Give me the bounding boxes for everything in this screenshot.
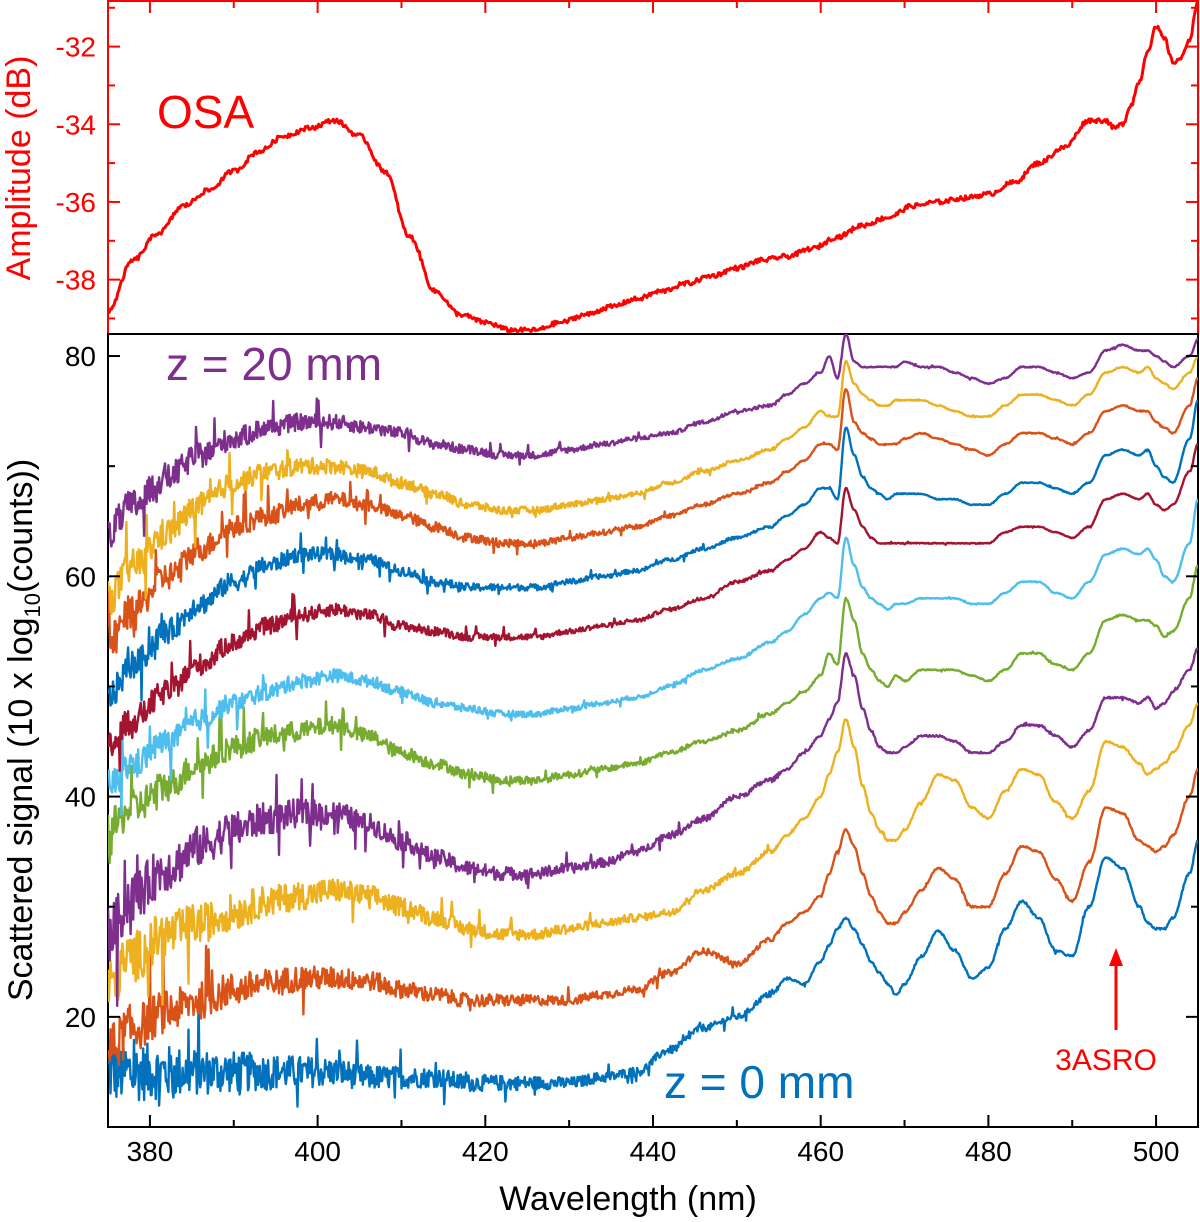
top-panel-x-ticks xyxy=(148,1,1158,13)
scattered-series-group xyxy=(108,334,1198,1108)
series-line-z-10-mm xyxy=(108,498,1198,817)
x-tick-label: 420 xyxy=(462,1136,509,1167)
y-axis-ticks: 20 40 60 80 xyxy=(65,341,1198,1033)
osa-series-group xyxy=(108,0,1198,334)
y-axis-title-part-1: Scattered signal (10 x log xyxy=(2,617,40,1001)
series-line-z-6-mm xyxy=(108,646,1198,1008)
x-axis-ticks: 380 400 420 440 460 480 500 xyxy=(127,1115,1180,1167)
y-tick-label: 80 xyxy=(65,341,96,372)
x-tick-label: 380 xyxy=(127,1136,174,1167)
series-line-z-2-mm xyxy=(108,767,1198,1067)
series-line-z-12-mm xyxy=(108,442,1198,772)
x-tick-label: 500 xyxy=(1133,1136,1180,1167)
series-line-z-20-mm xyxy=(108,334,1198,548)
series-line-z-0-mm xyxy=(108,839,1198,1108)
top-y-tick-label: -38 xyxy=(56,265,96,296)
x-tick-label: 400 xyxy=(294,1136,341,1167)
x-tick-label: 460 xyxy=(797,1136,844,1167)
y-tick-label: 40 xyxy=(65,782,96,813)
3asro-annotation: 3ASRO xyxy=(1055,948,1157,1077)
series-line-z-8-mm xyxy=(108,564,1198,865)
x-tick-label: 480 xyxy=(965,1136,1012,1167)
top-y-tick-label: -34 xyxy=(56,109,96,140)
osa-label: OSA xyxy=(157,86,254,138)
x-axis-title: Wavelength (nm) xyxy=(499,1180,757,1218)
y-tick-label: 20 xyxy=(65,1002,96,1033)
y-axis-title-subscript: 10 xyxy=(20,593,45,617)
top-panel-y-ticks: -38 -36 -34 -32 xyxy=(56,6,1198,320)
top-panel-y-axis-title: Amplitude (dB) xyxy=(0,56,38,281)
y-tick-label: 60 xyxy=(65,561,96,592)
scattered-signal-panel: 380 400 420 440 460 480 500 20 40 60 80 z = 20 mm… xyxy=(2,333,1199,1218)
3asro-arrow-head xyxy=(1109,948,1123,966)
z-20mm-label: z = 20 mm xyxy=(166,338,382,390)
x-tick-label: 440 xyxy=(630,1136,677,1167)
series-line-z-14-mm xyxy=(108,399,1198,707)
osa-series-line xyxy=(108,0,1198,334)
3asro-label: 3ASRO xyxy=(1055,1044,1157,1077)
top-y-tick-label: -36 xyxy=(56,187,96,218)
osa-panel: -38 -36 -34 -32 OSA Amplitude (dB) xyxy=(0,0,1199,334)
y-axis-title: Scattered signal (10 x log10(counts)) xyxy=(2,459,45,1001)
series-line-z-4-mm xyxy=(108,702,1198,1006)
z-0mm-label: z = 0 mm xyxy=(664,1056,854,1108)
series-line-z-16-mm xyxy=(108,377,1198,654)
y-axis-title-part-2: (counts)) xyxy=(2,459,40,593)
top-y-tick-label: -32 xyxy=(56,32,96,63)
series-line-z-18-mm xyxy=(108,354,1198,616)
